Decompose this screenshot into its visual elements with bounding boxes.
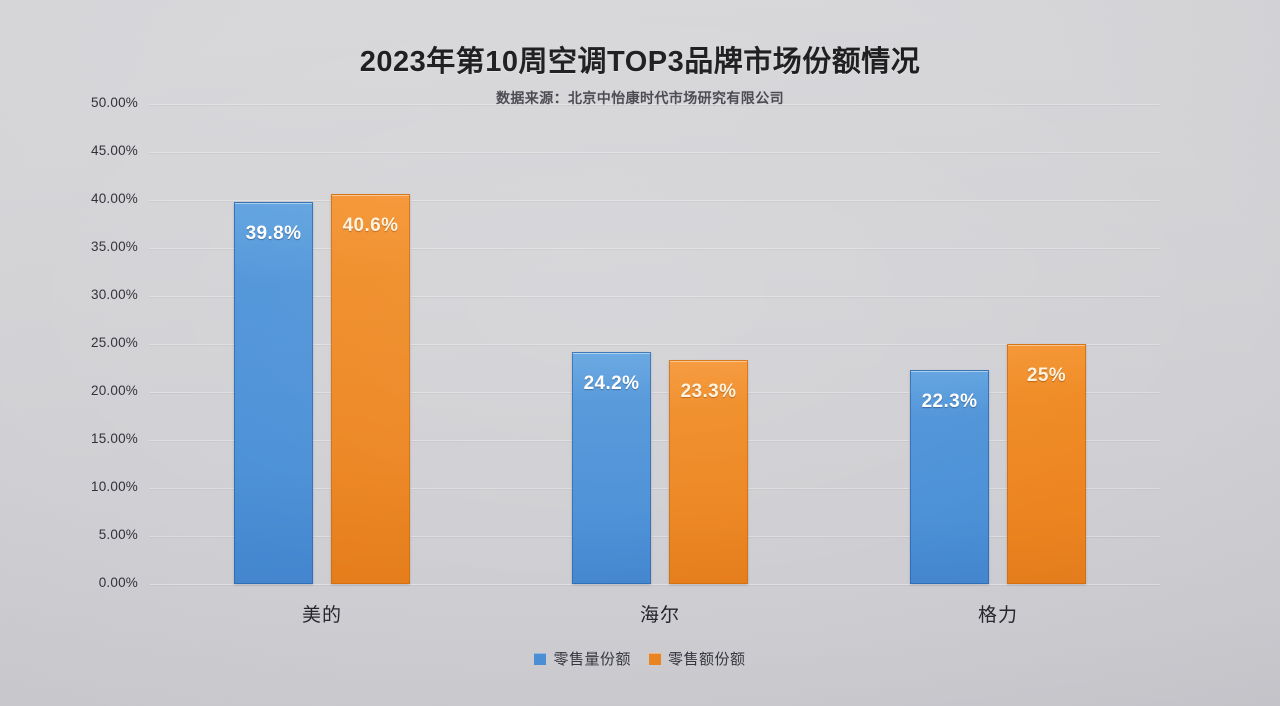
- gridline: [150, 248, 1160, 249]
- gridline: [150, 104, 1160, 105]
- bar-value-label: 24.2%: [583, 372, 640, 394]
- bar-value-label: 39.8%: [245, 222, 302, 244]
- legend-swatch-icon: [649, 652, 661, 665]
- y-axis-tick-label: 5.00%: [98, 527, 138, 542]
- gridline: [150, 296, 1160, 297]
- bar-value-label: 22.3%: [921, 390, 978, 412]
- gridline: [150, 440, 1160, 441]
- y-axis-tick-label: 15.00%: [91, 431, 138, 446]
- y-axis-tick-label: 35.00%: [91, 239, 138, 254]
- y-axis-tick-label: 50.00%: [91, 95, 138, 110]
- y-axis-tick-label: 0.00%: [98, 575, 138, 590]
- y-axis-tick-label: 45.00%: [91, 143, 138, 158]
- y-axis-tick-label: 25.00%: [91, 335, 138, 350]
- gridline: [150, 488, 1160, 489]
- bar-格力-零售量份额[interactable]: 22.3%: [910, 369, 989, 584]
- y-axis-tick-label: 10.00%: [91, 479, 138, 494]
- legend-swatch-icon: [534, 652, 547, 665]
- gridline: [150, 200, 1160, 201]
- chart-subtitle: 数据来源：北京中怡康时代市场研究有限公司: [496, 90, 784, 106]
- bar-海尔-零售量份额[interactable]: 24.2%: [572, 351, 651, 584]
- gridline: [150, 344, 1160, 345]
- y-axis-tick-label: 40.00%: [91, 191, 138, 206]
- plot-area: 50.00% 45.00% 40.00% 35.00% 30.00% 25.00% 20.0…: [91, 95, 1160, 590]
- legend-label: 零售量份额: [553, 651, 631, 668]
- gridline: [150, 536, 1160, 537]
- bar-美的-零售额份额[interactable]: 40.6%: [331, 194, 410, 584]
- bar-value-label: 25%: [1026, 365, 1067, 386]
- x-axis-category-label: 美的: [301, 605, 342, 626]
- chart-title: 2023年第10周空调TOP3品牌市场份额情况: [359, 46, 921, 78]
- gridline: [150, 584, 1160, 585]
- x-axis-category-label: 海尔: [639, 605, 680, 626]
- bar-value-label: 40.6%: [342, 215, 399, 237]
- gridline: [150, 152, 1160, 153]
- bar-海尔-零售额份额[interactable]: 23.3%: [669, 360, 748, 584]
- bar-美的-零售量份额[interactable]: 39.8%: [234, 201, 313, 584]
- legend-label: 零售额份额: [668, 651, 746, 668]
- bar-value-label: 23.3%: [680, 381, 737, 403]
- legend-item-零售额份额[interactable]: 零售额份额: [649, 648, 746, 669]
- y-axis-tick-label: 20.00%: [91, 383, 138, 398]
- x-axis-category-label: 格力: [977, 605, 1018, 626]
- y-axis-tick-label: 30.00%: [91, 287, 138, 302]
- legend-item-零售量份额[interactable]: 零售量份额: [534, 648, 631, 669]
- gridline: [150, 392, 1160, 393]
- bar-格力-零售额份额[interactable]: 25%: [1007, 344, 1086, 584]
- chart-legend: 零售量份额 零售额份额: [0, 648, 1280, 669]
